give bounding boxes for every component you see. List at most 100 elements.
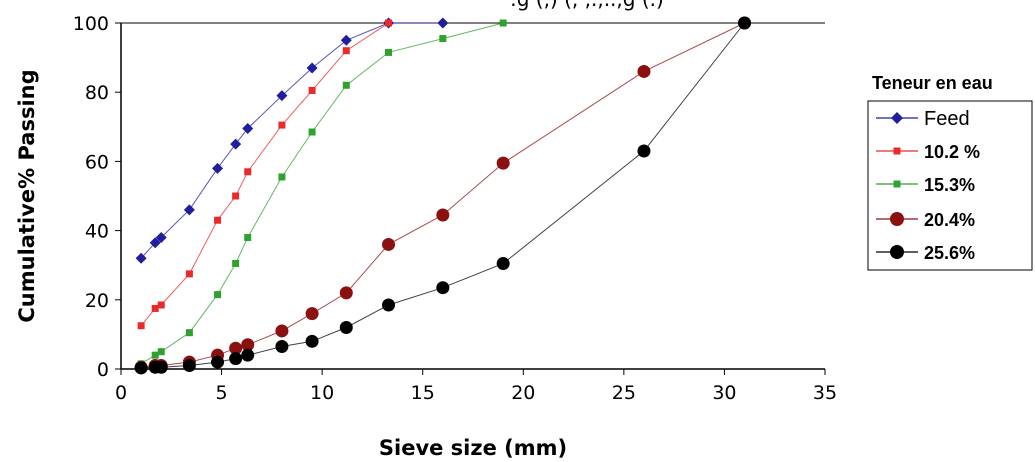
x-tick-label: 15 (411, 382, 435, 404)
y-tick-label: 100 (73, 13, 109, 35)
data-point-10-2 (137, 322, 145, 330)
data-point-25-6 (637, 144, 651, 158)
legend-label-feed: Feed (924, 108, 970, 130)
data-point-10-2 (308, 86, 316, 94)
data-point-10-2 (214, 216, 222, 224)
data-point-feed (155, 232, 167, 244)
legend-label-25-6: 25.6% (924, 243, 975, 263)
legend-label-20-4: 20.4% (924, 210, 975, 230)
series-line-25-6 (141, 22, 745, 369)
legend-title: Teneur en eau (872, 73, 993, 93)
x-tick-label: 35 (813, 382, 837, 404)
data-point-feed (340, 34, 352, 46)
legend-marker-feed (891, 112, 903, 124)
data-point-15-3 (214, 291, 222, 299)
data-point-feed (242, 123, 254, 135)
data-point-20-4 (241, 338, 255, 352)
data-point-10-2 (278, 121, 286, 129)
legend-marker-15-3 (893, 180, 901, 188)
legend: Teneur en eau Feed 10.2 % 15.3% 20.4% 25.6% (867, 73, 1033, 271)
chart-top-fragment: :g (,) (, ,.,..,g (.) (510, 0, 664, 11)
legend-item-20-4: 20.4% (876, 210, 975, 230)
data-point-feed (135, 252, 147, 264)
series-feed (135, 17, 449, 264)
data-point-20-4 (339, 286, 353, 300)
y-tick-label: 80 (85, 82, 109, 104)
legend-marker-25-6 (890, 245, 904, 259)
data-point-20-4 (436, 208, 450, 222)
legend-marker-20-4 (890, 212, 904, 226)
y-tick-label: 40 (85, 221, 109, 243)
data-point-15-3 (342, 81, 350, 89)
data-point-feed (230, 138, 242, 150)
legend-item-25-6: 25.6% (876, 243, 975, 263)
data-point-20-4 (305, 307, 319, 321)
legend-item-15-3: 15.3% (876, 175, 975, 195)
series-15-3 (137, 19, 507, 368)
data-point-feed (437, 17, 449, 29)
data-point-25-6 (241, 348, 255, 362)
series-line-10-2 (140, 22, 389, 327)
data-point-feed (306, 62, 318, 74)
data-point-25-6 (154, 360, 168, 374)
legend-label-10-2: 10.2 % (924, 142, 980, 162)
data-point-feed (149, 237, 161, 249)
data-point-10-2 (232, 192, 240, 200)
legend-item-feed: Feed (876, 108, 970, 130)
data-point-25-6 (182, 359, 196, 373)
data-point-25-6 (229, 352, 243, 366)
data-point-25-6 (382, 298, 396, 312)
series-25-6 (134, 16, 752, 375)
data-point-25-6 (738, 16, 752, 30)
series-line-15-3 (140, 22, 504, 365)
x-tick-label: 10 (310, 382, 334, 404)
data-point-25-6 (211, 355, 225, 369)
x-tick-label: 0 (115, 382, 127, 404)
x-tick-label: 5 (216, 382, 228, 404)
x-axis-title: Sieve size (mm) (379, 436, 567, 460)
legend-marker-10-2 (893, 147, 901, 155)
y-axis-ticks: 0 20 40 60 80 100 (73, 13, 121, 381)
data-point-10-2 (342, 47, 350, 55)
data-point-20-4 (229, 341, 243, 355)
data-point-10-2 (185, 270, 193, 278)
data-point-15-3 (278, 173, 286, 181)
data-point-10-2 (244, 168, 252, 176)
legend-items: Feed 10.2 % 15.3% 20.4% 25.6% (876, 108, 980, 263)
legend-label-15-3: 15.3% (924, 175, 975, 195)
y-axis-title: Cumulative% Passing (15, 69, 39, 322)
data-point-15-3 (157, 348, 165, 356)
data-point-25-6 (436, 281, 450, 295)
data-point-20-4 (637, 64, 651, 78)
data-point-10-2 (151, 304, 159, 312)
legend-item-10-2: 10.2 % (876, 142, 980, 162)
data-point-15-3 (499, 19, 507, 27)
x-axis-ticks: 0 5 10 15 20 25 30 35 (115, 369, 837, 404)
data-point-feed (276, 90, 288, 102)
data-point-25-6 (305, 334, 319, 348)
data-point-15-3 (151, 351, 159, 359)
series-line-20-4 (141, 22, 745, 368)
series-line-feed (140, 22, 443, 259)
data-point-20-4 (496, 156, 510, 170)
plot-area (121, 23, 825, 369)
y-tick-label: 60 (85, 151, 109, 173)
series-20-4 (134, 16, 752, 374)
y-tick-label: 20 (85, 290, 109, 312)
data-point-feed (183, 204, 195, 216)
data-point-feed (212, 162, 224, 174)
data-point-10-2 (385, 19, 393, 27)
data-point-25-6 (275, 340, 289, 354)
x-tick-label: 30 (712, 382, 736, 404)
data-point-15-3 (232, 259, 240, 267)
data-point-25-6 (134, 361, 148, 375)
x-tick-label: 20 (511, 382, 535, 404)
data-point-20-4 (382, 237, 396, 251)
data-point-25-6 (496, 256, 510, 270)
series-10-2 (137, 19, 393, 330)
y-tick-label: 0 (97, 359, 109, 381)
data-point-15-3 (308, 128, 316, 136)
data-point-20-4 (275, 324, 289, 338)
data-point-15-3 (385, 48, 393, 56)
